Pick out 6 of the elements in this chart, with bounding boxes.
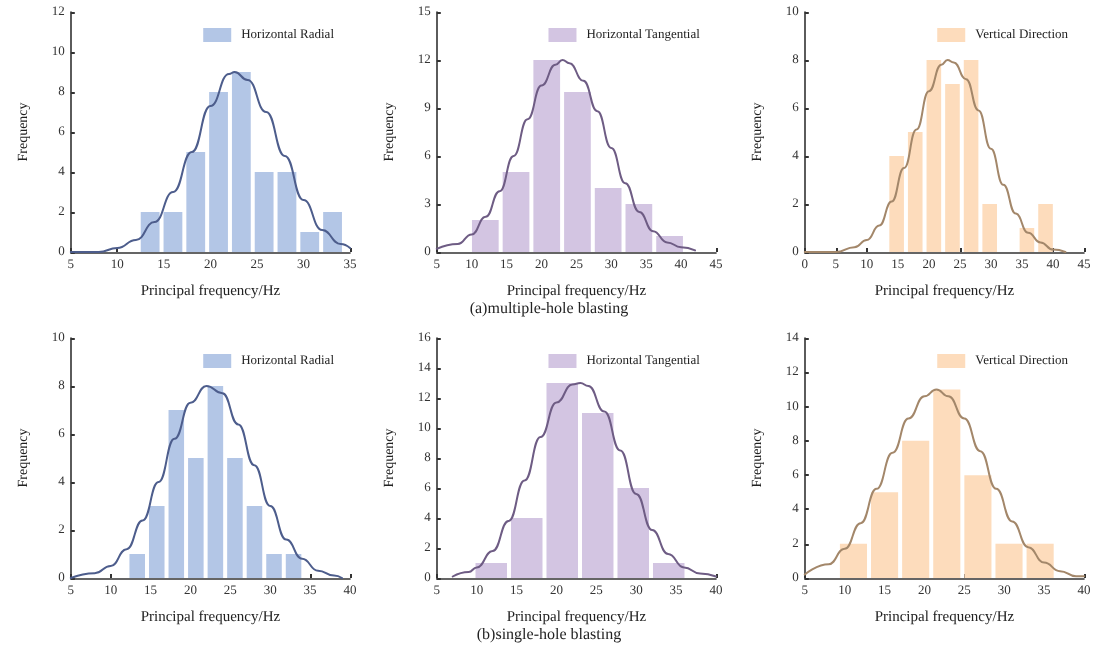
text: (a)multiple-hole blasting — [470, 299, 629, 317]
line-series — [69, 385, 344, 579]
line-series — [802, 59, 1066, 253]
text: (b)single-hole blasting — [477, 625, 622, 643]
line-series — [436, 59, 697, 252]
line-series — [452, 382, 718, 578]
